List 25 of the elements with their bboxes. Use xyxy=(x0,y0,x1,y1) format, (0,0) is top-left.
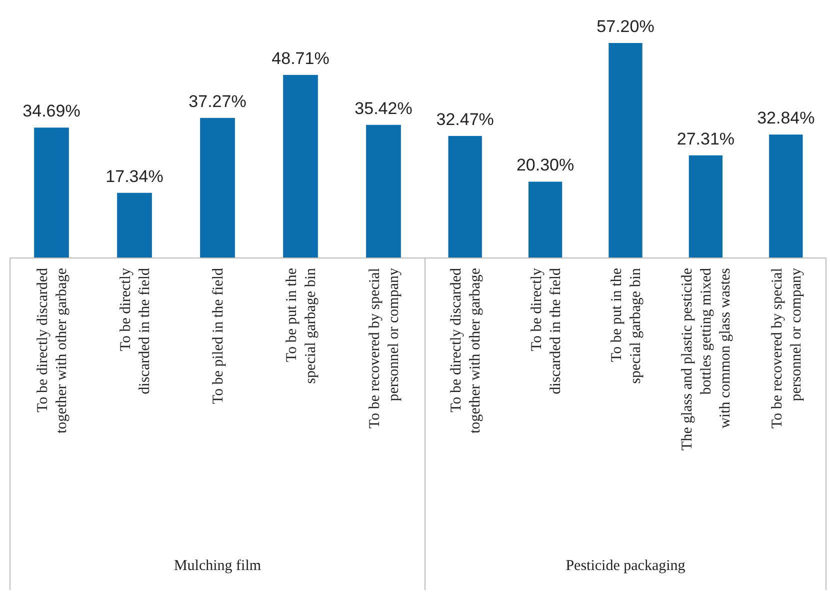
bar xyxy=(608,43,642,258)
data-label: 34.69% xyxy=(22,102,80,121)
data-label: 48.71% xyxy=(272,48,330,68)
x-axis-title: Mulching film xyxy=(174,558,262,574)
x-tick-label: To be put in the special garbage bin xyxy=(284,268,319,384)
data-label: 32.47% xyxy=(436,110,494,129)
x-tick-label: To be directly discarded together with other garbage xyxy=(35,268,70,434)
bar xyxy=(283,74,318,258)
bar xyxy=(366,124,401,258)
bar xyxy=(688,155,723,258)
bar xyxy=(117,192,152,258)
data-label: 57.20% xyxy=(596,17,654,36)
x-tick-label: To be piled in the field xyxy=(210,268,226,404)
bar xyxy=(528,182,562,258)
data-label: 37.27% xyxy=(188,92,246,111)
data-label: 17.34% xyxy=(106,166,164,186)
bar xyxy=(448,136,482,258)
x-axis-title: Pesticide packaging xyxy=(566,558,686,574)
bar xyxy=(769,134,803,258)
bar xyxy=(34,128,69,258)
data-label: 32.84% xyxy=(757,108,815,128)
data-label: 35.42% xyxy=(354,98,412,118)
data-label: 20.30% xyxy=(516,156,574,175)
data-label: 27.31% xyxy=(676,129,735,148)
bar xyxy=(200,118,235,258)
